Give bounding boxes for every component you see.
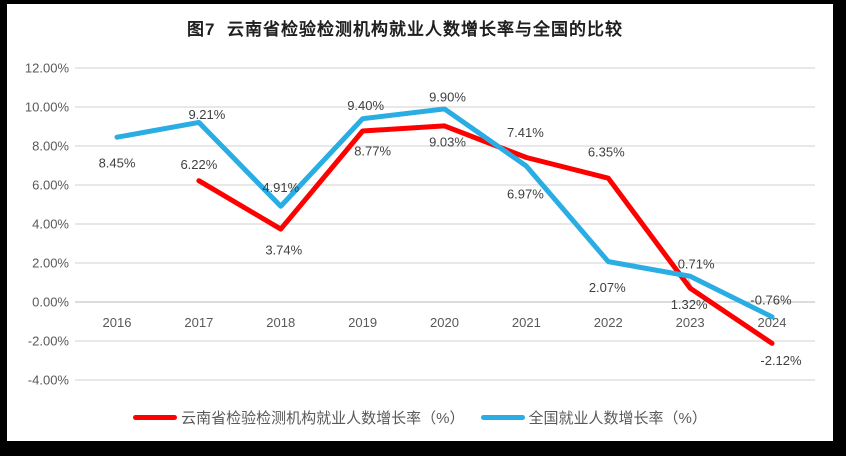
legend-swatch-yunnan [133, 415, 178, 420]
y-tick-label: 10.00% [25, 100, 70, 115]
y-tick-label: 0.00% [32, 295, 69, 310]
data-label: 2.07% [589, 280, 626, 295]
legend-item-national: 全国就业人数增长率（%） [480, 407, 707, 428]
data-label: 1.32% [671, 297, 708, 312]
x-tick-label: 2021 [512, 315, 541, 330]
y-tick-label: 8.00% [32, 139, 69, 154]
data-label: 9.90% [429, 89, 466, 104]
data-label: 8.77% [354, 143, 391, 158]
data-label: 7.41% [507, 125, 544, 140]
x-tick-label: 2017 [184, 315, 213, 330]
data-label: 3.74% [265, 243, 302, 258]
y-tick-label: 2.00% [32, 256, 69, 271]
x-tick-label: 2016 [103, 315, 132, 330]
data-label: -0.76% [750, 292, 792, 307]
y-tick-label: 12.00% [25, 61, 70, 76]
series-line-national [114, 106, 775, 320]
legend-item-yunnan: 云南省检验检测机构就业人数增长率（%） [133, 407, 465, 428]
data-label: 6.22% [180, 157, 217, 172]
series-line-yunnan [196, 123, 775, 346]
x-tick-label: 2018 [266, 315, 295, 330]
chart-legend: 云南省检验检测机构就业人数增长率（%） 全国就业人数增长率（%） [7, 407, 833, 428]
x-tick-label: 2023 [676, 315, 705, 330]
x-tick-label: 2024 [758, 315, 787, 330]
y-tick-label: -4.00% [28, 373, 70, 388]
data-label: 0.71% [678, 257, 715, 272]
data-label: 6.97% [507, 187, 544, 202]
data-label: 6.35% [588, 145, 625, 160]
x-tick-label: 2019 [348, 315, 377, 330]
data-label: 8.45% [99, 156, 136, 171]
chart-title: 图7 云南省检验检测机构就业人数增长率与全国的比较 [187, 20, 623, 39]
chart-canvas: 图7 云南省检验检测机构就业人数增长率与全国的比较 12.00% 10.00% 8.… [7, 4, 833, 441]
data-label: 4.91% [262, 180, 299, 195]
y-tick-label: 4.00% [32, 217, 69, 232]
x-tick-label: 2020 [430, 315, 459, 330]
data-label: 9.21% [188, 107, 225, 122]
data-label: 9.03% [429, 134, 466, 149]
legend-label-yunnan: 云南省检验检测机构就业人数增长率（%） [181, 410, 465, 427]
y-tick-label: 6.00% [32, 178, 69, 193]
legend-swatch-national [480, 415, 525, 420]
legend-label-national: 全国就业人数增长率（%） [528, 410, 707, 427]
data-label: -2.12% [760, 353, 802, 368]
x-tick-label: 2022 [594, 315, 623, 330]
data-label: 9.40% [347, 98, 384, 113]
line-chart: 12.00% 10.00% 8.00% 6.00% 4.00% 2.00% 0.00% -2.… [25, 61, 815, 388]
y-tick-label: -2.00% [28, 334, 70, 349]
